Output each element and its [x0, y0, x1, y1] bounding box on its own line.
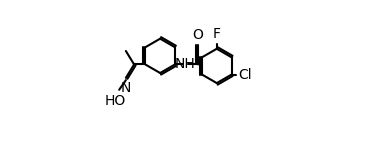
- Text: N: N: [121, 81, 131, 95]
- Text: HO: HO: [105, 94, 126, 108]
- Text: NH: NH: [175, 57, 196, 71]
- Text: O: O: [193, 28, 203, 42]
- Text: F: F: [213, 27, 221, 41]
- Text: Cl: Cl: [238, 67, 252, 81]
